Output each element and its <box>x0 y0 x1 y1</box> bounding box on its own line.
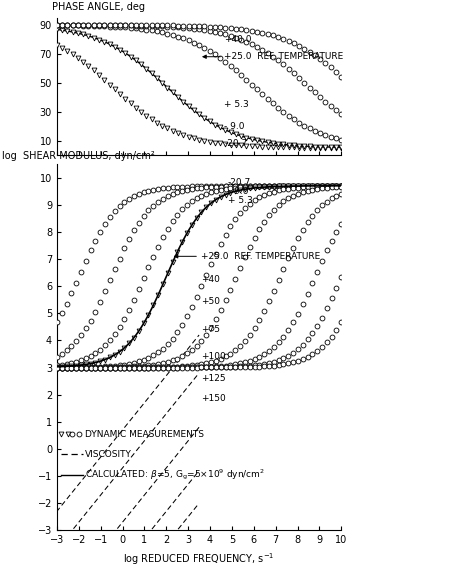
Text: +50: +50 <box>201 297 220 305</box>
Text: CALCULATED: $\beta$=5, G$_\mathregular{g}$=5$\times$10$^9$ dyn/cm$^2$: CALCULATED: $\beta$=5, G$_\mathregular{g… <box>85 468 265 482</box>
Text: +100: +100 <box>201 352 226 361</box>
Text: +25.0  REF. TEMPERATURE: +25.0 REF. TEMPERATURE <box>224 52 344 61</box>
Text: - 9.0: - 9.0 <box>228 187 248 196</box>
Text: +75: +75 <box>201 325 220 334</box>
Text: -20.7: -20.7 <box>224 139 247 148</box>
Text: +40.0: +40.0 <box>224 35 252 44</box>
Text: -20.7: -20.7 <box>228 178 251 187</box>
Text: DYNAMIC MEASUREMENTS: DYNAMIC MEASUREMENTS <box>85 430 204 438</box>
Text: + 5.3: + 5.3 <box>228 196 252 205</box>
Text: +25.0  REF. TEMPERATURE: +25.0 REF. TEMPERATURE <box>201 252 320 261</box>
Text: PHASE ANGLE, deg: PHASE ANGLE, deg <box>52 2 145 12</box>
Text: +150: +150 <box>201 394 226 403</box>
Text: +125: +125 <box>201 374 226 383</box>
Text: - 9.0: - 9.0 <box>224 122 245 131</box>
X-axis label: log REDUCED FREQUENCY, s$^{-1}$: log REDUCED FREQUENCY, s$^{-1}$ <box>123 551 275 567</box>
Text: log  SHEAR MODULUS, dyn/cm²: log SHEAR MODULUS, dyn/cm² <box>2 151 155 161</box>
Text: + 5.3: + 5.3 <box>224 100 249 109</box>
Text: VISCOSITY: VISCOSITY <box>85 450 132 459</box>
Text: +40: +40 <box>201 275 220 284</box>
